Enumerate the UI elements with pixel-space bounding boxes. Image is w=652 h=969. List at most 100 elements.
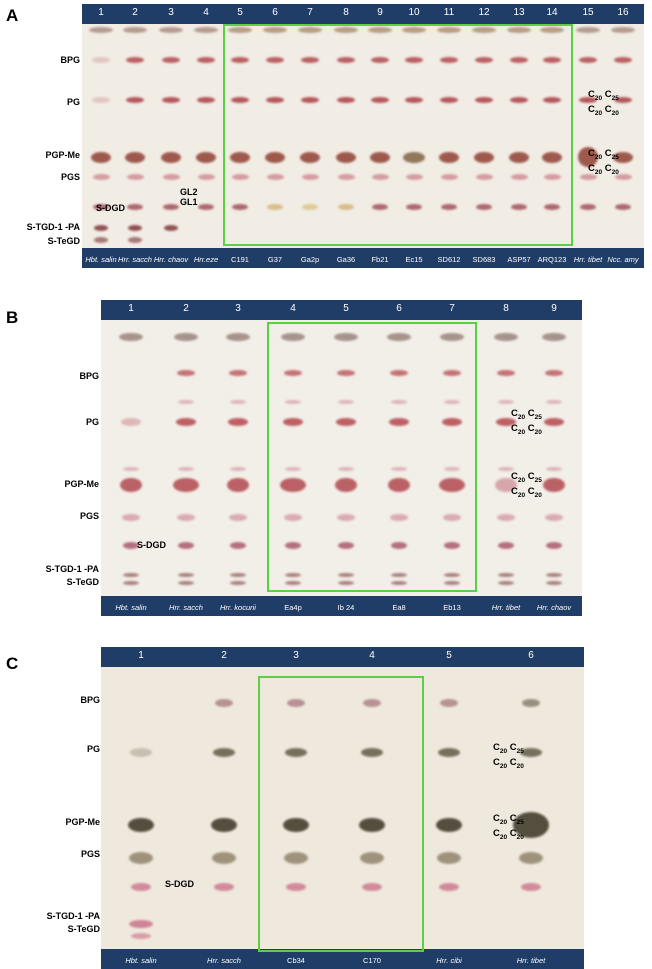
tlc-spot <box>498 467 514 471</box>
chain-c: C <box>511 471 518 482</box>
tlc-spot <box>476 204 492 210</box>
tlc-spot <box>176 418 196 426</box>
tlc-spot <box>174 333 198 341</box>
lane-name-3: Cb34 <box>287 956 305 965</box>
tlc-spot <box>231 97 249 103</box>
tlc-spot <box>497 513 515 521</box>
tlc-spot <box>285 467 301 471</box>
tlc-spot <box>510 57 528 63</box>
tlc-spot <box>443 513 461 521</box>
lane-name-9: Hrr. chaov <box>536 603 572 612</box>
tlc-spot <box>498 581 514 585</box>
tlc-spot <box>228 418 248 426</box>
tlc-spot <box>438 747 460 757</box>
plate-surface <box>101 320 582 596</box>
chain-line: C20 C25 <box>493 813 524 828</box>
tlc-spot <box>284 513 302 521</box>
lane-number-5: 5 <box>343 303 349 314</box>
chain-sub: 20 <box>517 413 526 421</box>
tlc-spot <box>519 852 543 864</box>
chain-sub: 20 <box>499 818 508 826</box>
tlc-spot <box>126 174 144 180</box>
tlc-spot <box>498 400 514 404</box>
tlc-spot <box>301 57 319 63</box>
tlc-spot <box>123 541 139 549</box>
tlc-spot <box>229 370 247 376</box>
chain-line: C20 C20 <box>588 163 619 178</box>
tlc-spot <box>230 581 246 585</box>
plate-label-gl1: GL1 <box>180 197 198 207</box>
lane-name-4: Hrr.eze <box>193 255 219 264</box>
tlc-spot <box>391 467 407 471</box>
chain-line: C20 C25 <box>588 148 619 163</box>
tlc-spot <box>436 818 462 832</box>
tlc-spot <box>301 97 319 103</box>
tlc-spot <box>338 467 354 471</box>
tlc-spot <box>164 225 178 231</box>
lane-name-4: C170 <box>363 956 381 965</box>
chain-c: C <box>604 148 612 159</box>
tlc-spot <box>361 747 383 757</box>
chain-c: C <box>511 485 518 497</box>
lane-number-4: 4 <box>290 303 296 314</box>
tlc-spot <box>542 151 562 163</box>
tlc-spot <box>285 581 301 585</box>
tlc-spot <box>497 370 515 376</box>
chain-c: C <box>509 827 517 839</box>
tlc-spot <box>496 418 516 426</box>
lane-name-16: Ncc. amy <box>607 255 639 264</box>
chain-c: C <box>493 813 500 824</box>
tlc-spot <box>579 97 597 103</box>
tlc-spot <box>498 573 514 577</box>
tlc-spot <box>337 513 355 521</box>
tlc-spot <box>131 883 151 891</box>
chain-sub: 25 <box>534 476 542 484</box>
tlc-spot <box>336 418 356 426</box>
tlc-spot <box>443 370 461 376</box>
tlc-spot <box>93 204 109 210</box>
tlc-spot <box>128 818 154 832</box>
tlc-plate: 1 2 3 4 5 6 7 8 9 10 11 12 13 14 15 16 Hbt. salin Hrr. s… <box>82 4 644 268</box>
tlc-spot <box>442 418 462 426</box>
tlc-spot <box>285 400 301 404</box>
panel-c: C BPG PG PGP-Me PGS S-TGD-1 -PA S-TeGD 1… <box>0 640 652 969</box>
tlc-spot <box>543 174 561 180</box>
lane-name-9: Fb21 <box>371 255 389 264</box>
tlc-spot <box>178 581 194 585</box>
tlc-spot <box>437 852 461 864</box>
tlc-spot <box>230 151 250 163</box>
tlc-spot <box>546 400 562 404</box>
lane-name-2: Hrr. sacch <box>207 956 241 965</box>
tlc-spot <box>359 818 385 832</box>
highlight-box <box>258 676 424 952</box>
tlc-spot <box>475 57 493 63</box>
tlc-spot <box>89 27 113 33</box>
chain-line: C20 C20 <box>493 757 524 772</box>
lane-name-1: Hbt. salin <box>85 255 117 264</box>
tlc-spot <box>125 151 145 163</box>
lane-number-1: 1 <box>128 303 134 314</box>
lane-number-2: 2 <box>183 303 189 314</box>
lane-name-5: Ib 24 <box>337 603 355 612</box>
tlc-spot <box>231 174 249 180</box>
lane-name-bar: Hbt. salin Hrr. sacch Cb34 C170 Hrr. cibi Hrr… <box>101 949 584 969</box>
tlc-spot <box>284 370 302 376</box>
tlc-spot <box>334 333 358 341</box>
highlight-box <box>267 322 477 592</box>
tlc-spot <box>403 151 425 163</box>
chain-sub: 25 <box>516 818 524 826</box>
tlc-spot <box>298 27 322 33</box>
lane-name-1: Hbt. salin <box>125 956 157 965</box>
chain-sub: 20 <box>516 833 524 841</box>
lane-name-8: Hrr. tibet <box>491 603 521 612</box>
tlc-spot <box>437 27 461 33</box>
tlc-spot <box>338 400 354 404</box>
tlc-spot <box>372 204 388 210</box>
tlc-spot <box>545 370 563 376</box>
tlc-spot <box>92 57 110 63</box>
tlc-spot <box>474 151 494 163</box>
chain-sub: 20 <box>499 747 508 755</box>
tlc-spot <box>402 27 426 33</box>
tlc-spot <box>440 699 458 707</box>
lane-name-10: Ec15 <box>405 255 423 264</box>
